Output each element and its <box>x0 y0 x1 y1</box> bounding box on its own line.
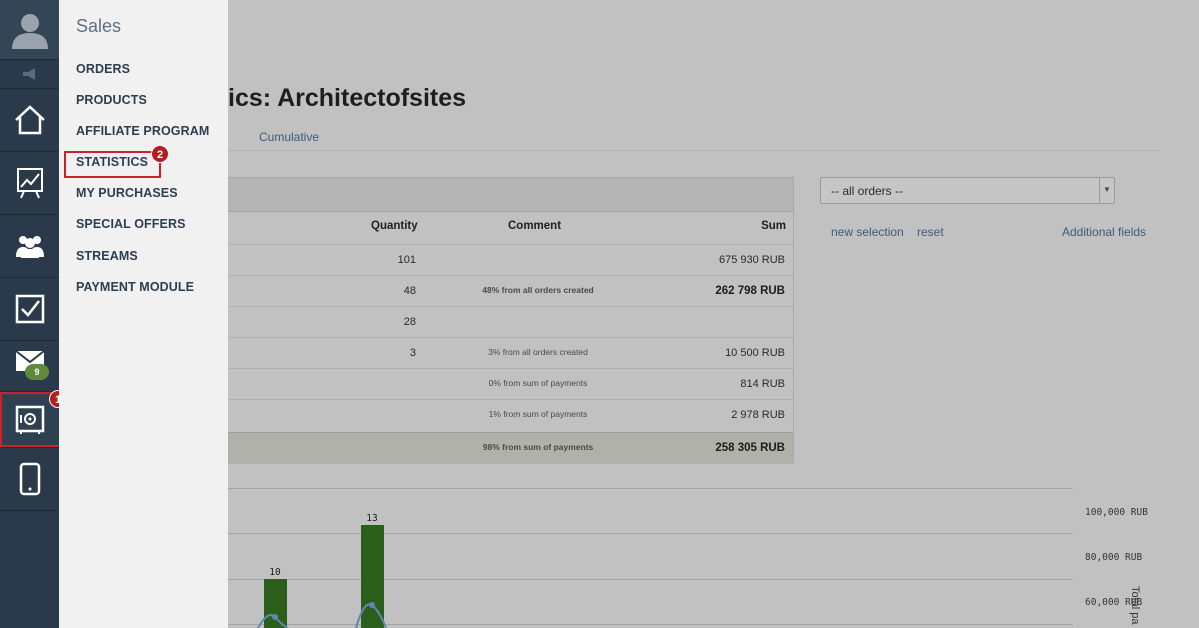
cell-comment: 0% from sum of payments <box>488 378 588 388</box>
safe-icon <box>15 405 44 434</box>
additional-fields-link[interactable]: Additional fields <box>1062 225 1147 239</box>
icon-sidebar: 9 <box>0 0 59 628</box>
y-tick-label: 80,000 RUB <box>1085 552 1143 563</box>
user-avatar[interactable] <box>0 0 59 60</box>
sales-menu-panel: Sales ORDERS PRODUCTS AFFILIATE PROGRAM … <box>59 0 228 628</box>
col-header-comment: Comment <box>508 220 562 232</box>
line-point <box>272 614 278 620</box>
chart-bar <box>361 525 384 628</box>
table-row: 101 675 930 RUB <box>228 244 793 276</box>
y-tick-label: 60,000 RUB <box>1085 597 1143 608</box>
cell-quantity: 28 <box>403 316 416 328</box>
new-selection-link[interactable]: new selection <box>831 225 904 239</box>
table-row: 1% from sum of payments 2 978 RUB <box>228 399 793 431</box>
nav-statistics[interactable] <box>0 152 59 215</box>
cell-sum: 10 500 RUB <box>725 347 785 359</box>
chevron-down-icon: ▼ <box>1099 178 1114 203</box>
chart-gridline <box>228 533 1073 534</box>
col-header-sum: Sum <box>761 220 786 232</box>
y-axis-title: Total pa <box>1129 586 1141 625</box>
menu-item-payment-module[interactable]: PAYMENT MODULE <box>76 280 195 294</box>
chart-gridline <box>228 624 1073 625</box>
cell-comment: 3% from all orders created <box>488 347 588 357</box>
page-title: ics: Architectofsites <box>228 84 467 112</box>
menu-item-my-purchases[interactable]: MY PURCHASES <box>76 186 178 200</box>
table-total-row: 98% from sum of payments 258 305 RUB <box>228 432 793 464</box>
tabs-divider <box>228 150 1160 151</box>
statistics-table: Quantity Comment Sum 101 675 930 RUB 48 … <box>228 177 794 464</box>
menu-title: Sales <box>76 16 122 36</box>
bar-value-label: 10 <box>269 567 281 578</box>
chart-gridline <box>228 579 1073 580</box>
total-comment: 98% from sum of payments <box>482 442 594 452</box>
chart-gridline <box>228 488 1073 489</box>
table-row: 28 <box>228 306 793 338</box>
messages-count-badge: 9 <box>25 364 49 380</box>
cell-quantity: 3 <box>409 347 416 359</box>
table-row: 48 48% from all orders created 262 798 R… <box>228 275 793 307</box>
people-icon <box>15 236 44 258</box>
menu-item-statistics[interactable]: STATISTICS <box>76 155 149 169</box>
cell-quantity: 48 <box>403 285 416 297</box>
col-header-quantity: Quantity <box>371 220 418 232</box>
statistics-highlight-box <box>64 151 161 178</box>
total-sum: 258 305 RUB <box>715 442 785 454</box>
payments-line <box>257 602 387 628</box>
cell-quantity: 101 <box>397 254 416 266</box>
announcements[interactable] <box>0 60 59 89</box>
table-top-band <box>228 178 793 212</box>
line-point <box>369 602 375 608</box>
reset-link[interactable]: reset <box>917 225 944 239</box>
step-callout-2: 2 <box>151 145 169 163</box>
chart-icon <box>16 168 43 199</box>
menu-item-streams[interactable]: STREAMS <box>76 249 138 263</box>
nav-mobile[interactable] <box>0 448 59 511</box>
cell-sum: 814 RUB <box>740 378 785 390</box>
menu-item-orders[interactable]: ORDERS <box>76 62 131 76</box>
table-row: 3 3% from all orders created 10 500 RUB <box>228 337 793 369</box>
select-value: -- all orders -- <box>831 184 904 198</box>
cell-comment: 48% from all orders created <box>482 285 594 295</box>
statistics-page: ics: Architectofsites Cumulative Quantit… <box>228 0 1199 628</box>
y-tick-label: 100,000 RUB <box>1085 507 1148 518</box>
menu-item-products[interactable]: PRODUCTS <box>76 93 147 107</box>
menu-item-affiliate-program[interactable]: AFFILIATE PROGRAM <box>76 124 210 138</box>
mobile-icon <box>19 462 40 496</box>
home-icon <box>14 105 45 135</box>
table-row: 0% from sum of payments 814 RUB <box>228 368 793 400</box>
nav-tasks[interactable] <box>0 278 59 341</box>
nav-home[interactable] <box>0 89 59 152</box>
checkbox-icon <box>15 294 44 324</box>
tab-cumulative[interactable]: Cumulative <box>259 130 320 144</box>
bar-value-label: 13 <box>366 513 378 524</box>
menu-item-special-offers[interactable]: SPECIAL OFFERS <box>76 217 186 231</box>
cell-sum: 262 798 RUB <box>715 285 785 297</box>
megaphone-icon <box>22 68 35 80</box>
cell-sum: 675 930 RUB <box>718 254 785 266</box>
user-avatar-icon <box>11 13 48 49</box>
cell-sum: 2 978 RUB <box>731 409 785 421</box>
nav-users[interactable] <box>0 215 59 278</box>
cell-comment: 1% from sum of payments <box>488 409 588 419</box>
orders-filter-select[interactable]: -- all orders -- ▼ <box>820 177 1115 204</box>
